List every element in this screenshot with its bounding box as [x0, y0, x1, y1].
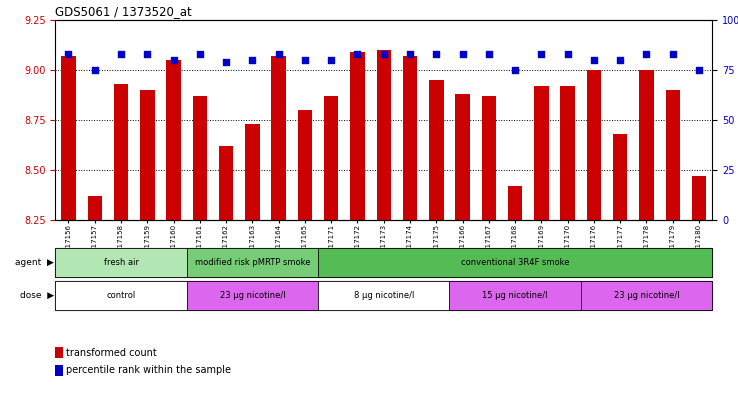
Point	[693, 67, 705, 73]
Point	[509, 67, 521, 73]
Point	[168, 57, 179, 63]
Bar	[351, 52, 365, 220]
Point	[588, 57, 600, 63]
Text: GDS5061 / 1373520_at: GDS5061 / 1373520_at	[55, 6, 192, 18]
Bar	[55, 281, 187, 310]
Text: 8 μg nicotine/l: 8 μg nicotine/l	[354, 291, 414, 300]
Point	[220, 59, 232, 65]
Bar	[613, 134, 627, 220]
Bar	[245, 124, 260, 220]
Bar	[666, 90, 680, 220]
Bar	[272, 56, 286, 220]
Text: control: control	[106, 291, 136, 300]
Bar	[140, 90, 154, 220]
Point	[378, 51, 390, 57]
Text: modified risk pMRTP smoke: modified risk pMRTP smoke	[195, 258, 310, 267]
Bar	[534, 86, 548, 220]
Bar	[429, 80, 444, 220]
Point	[351, 51, 363, 57]
Bar	[455, 94, 470, 220]
Bar	[324, 96, 339, 220]
Text: 15 μg nicotine/l: 15 μg nicotine/l	[483, 291, 548, 300]
Point	[614, 57, 626, 63]
Bar	[482, 96, 496, 220]
Point	[325, 57, 337, 63]
Text: percentile rank within the sample: percentile rank within the sample	[66, 365, 232, 375]
Bar	[88, 196, 102, 220]
Bar	[55, 248, 187, 277]
Bar	[692, 176, 706, 220]
Bar	[297, 110, 312, 220]
Bar	[55, 365, 63, 376]
Text: conventional 3R4F smoke: conventional 3R4F smoke	[461, 258, 570, 267]
Bar	[581, 281, 712, 310]
Bar	[318, 281, 449, 310]
Bar	[318, 248, 712, 277]
Point	[457, 51, 469, 57]
Point	[63, 51, 75, 57]
Bar	[187, 248, 318, 277]
Point	[404, 51, 416, 57]
Bar	[114, 84, 128, 220]
Bar	[187, 281, 318, 310]
Text: agent  ▶: agent ▶	[15, 258, 54, 267]
Point	[641, 51, 652, 57]
Bar	[560, 86, 575, 220]
Bar	[193, 96, 207, 220]
Point	[430, 51, 442, 57]
Text: 23 μg nicotine/l: 23 μg nicotine/l	[614, 291, 679, 300]
Bar	[61, 56, 76, 220]
Point	[667, 51, 679, 57]
Point	[142, 51, 154, 57]
Bar	[376, 50, 391, 220]
Point	[115, 51, 127, 57]
Bar	[166, 60, 181, 220]
Point	[483, 51, 494, 57]
Bar	[449, 281, 581, 310]
Text: 23 μg nicotine/l: 23 μg nicotine/l	[220, 291, 285, 300]
Text: dose  ▶: dose ▶	[20, 291, 54, 300]
Bar	[508, 186, 523, 220]
Point	[89, 67, 100, 73]
Bar	[403, 56, 417, 220]
Point	[299, 57, 311, 63]
Point	[562, 51, 573, 57]
Text: fresh air: fresh air	[103, 258, 139, 267]
Point	[273, 51, 285, 57]
Point	[194, 51, 206, 57]
Point	[536, 51, 548, 57]
Point	[246, 57, 258, 63]
Bar	[219, 146, 233, 220]
Text: transformed count: transformed count	[66, 347, 157, 358]
Bar	[55, 347, 63, 358]
Bar	[55, 248, 712, 277]
Bar	[639, 70, 654, 220]
Bar	[587, 70, 601, 220]
Bar	[55, 281, 712, 310]
